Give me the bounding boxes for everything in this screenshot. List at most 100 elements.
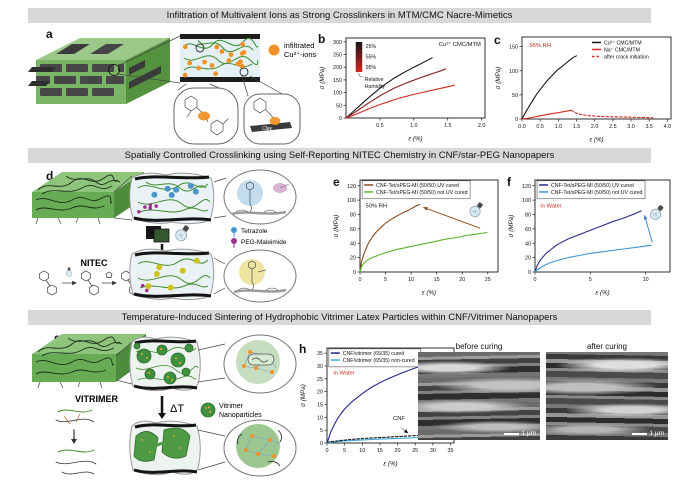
svg-text:0: 0	[528, 270, 531, 276]
svg-text:15: 15	[317, 402, 323, 408]
chart-nitec-rh: 0 5 10 15 20 25 0 20 40 60 80 100 120 ε (%) σ (MPa) CNF…	[333, 179, 499, 297]
sem-image-after-curing: 1 μm	[546, 352, 668, 440]
sintered-film-inset	[128, 419, 202, 477]
svg-text:3.0: 3.0	[627, 124, 635, 130]
uv-lightbulb-icon	[650, 205, 664, 220]
svg-text:25: 25	[317, 377, 323, 383]
svg-text:10: 10	[408, 277, 414, 283]
svg-text:35: 35	[447, 448, 453, 454]
vitrimer-title: VITRIMER	[75, 394, 119, 404]
tetrazole-peg-legend: Tetrazole PEG-Maleimide	[231, 227, 287, 248]
peg-maleimide-icon	[231, 238, 237, 244]
svg-text:4.0: 4.0	[664, 124, 672, 130]
vitrimer-particle-icon	[200, 402, 216, 418]
nitec-title: NITEC	[81, 258, 109, 268]
svg-text:95%: 95%	[366, 65, 377, 71]
svg-text:10: 10	[643, 277, 649, 283]
network-zoom-bubble-bottom	[197, 419, 297, 477]
svg-text:200: 200	[333, 65, 342, 71]
svg-text:2.5: 2.5	[609, 124, 617, 130]
tetrazole-icon	[231, 227, 237, 233]
latex-particle-inset	[128, 335, 202, 393]
uncured-nanopaper-inset	[128, 171, 216, 226]
pyrazoline-dots	[145, 257, 200, 291]
section-header-1: Infiltration of Multivalent Ions as Stro…	[28, 8, 651, 23]
svg-text:σ (MPa): σ (MPa)	[319, 67, 326, 90]
vitrimer-nanoparticle-legend: Vitrimer Nanoparticles	[200, 402, 262, 419]
svg-text:120: 120	[347, 184, 356, 190]
svg-text:50: 50	[512, 93, 518, 99]
cross-section-inset	[180, 34, 260, 82]
cnf-nanopaper-3d	[32, 172, 144, 225]
sem-before-title: before curing	[455, 342, 503, 351]
svg-text:95% RH: 95% RH	[529, 43, 551, 49]
cu-ion-icon	[268, 44, 280, 56]
svg-text:30: 30	[317, 364, 323, 370]
svg-text:in Water: in Water	[333, 371, 354, 377]
svg-text:25: 25	[412, 448, 418, 454]
svg-text:100: 100	[522, 198, 531, 204]
svg-text:0: 0	[534, 277, 537, 283]
molecular-zoom-bubbles: Clay	[173, 75, 301, 145]
scale-bar: 1 μm	[632, 430, 664, 437]
svg-text:in Water: in Water	[540, 204, 561, 210]
svg-text:100: 100	[333, 91, 342, 97]
svg-text:20: 20	[350, 256, 356, 262]
delta-t-step: ΔT	[158, 396, 184, 419]
svg-text:0: 0	[353, 270, 356, 276]
scale-bar-line	[504, 432, 520, 435]
svg-text:0: 0	[359, 277, 362, 283]
sem-after-title: after curing	[586, 342, 628, 351]
delta-t-label: ΔT	[170, 403, 184, 415]
svg-text:20: 20	[459, 277, 465, 283]
tetrazole-dots	[151, 182, 199, 198]
svg-text:0.0: 0.0	[518, 124, 526, 130]
peg-maleimide-dots	[137, 203, 158, 214]
scale-bar: 1 μm	[504, 430, 536, 437]
panel-d-schematic: NITEC	[32, 169, 297, 303]
svg-text:25%: 25%	[366, 44, 377, 50]
cured-nanopaper-inset	[128, 247, 216, 302]
sem-image-before-curing: 1 μm	[418, 352, 540, 440]
svg-text:ε (%): ε (%)	[408, 136, 422, 143]
molecular-zoom-bubble-top	[213, 169, 297, 225]
svg-text:0: 0	[515, 117, 518, 123]
svg-text:1.5: 1.5	[444, 123, 452, 129]
svg-text:σ (MPa): σ (MPa)	[300, 384, 307, 407]
svg-text:10: 10	[359, 448, 365, 454]
svg-text:Tetrazole: Tetrazole	[241, 228, 268, 235]
panel-a-schematic: infiltrated Cu²⁺-ions Clay	[28, 34, 317, 145]
svg-text:1.0: 1.0	[555, 124, 563, 130]
svg-text:0: 0	[326, 448, 329, 454]
svg-text:15: 15	[434, 277, 440, 283]
svg-text:Nanoparticles: Nanoparticles	[219, 412, 262, 419]
svg-text:5: 5	[589, 277, 592, 283]
chart-ion-comparison: 0.0 0.5 1.0 1.5 2.0 2.5 3.0 3.5 4.0 0 50 100 150 ε (%…	[495, 36, 672, 144]
svg-text:100: 100	[509, 69, 518, 75]
section-header-2: Spatially Controlled Crosslinking using …	[28, 148, 651, 163]
cu-ion-legend: infiltrated Cu²⁺-ions	[268, 41, 317, 59]
svg-text:1.0: 1.0	[410, 123, 418, 129]
nacre-brick-structure	[28, 35, 181, 104]
svg-text:after crack initiation: after crack initiation	[604, 54, 649, 60]
svg-text:0: 0	[320, 441, 323, 447]
svg-text:5: 5	[320, 428, 323, 434]
panel-label-c: c	[494, 33, 501, 47]
uv-lightbulb-icon	[469, 202, 483, 218]
residual-maleimide-dots	[140, 283, 149, 293]
svg-text:CNF/vitrimer (65/35) non-cured: CNF/vitrimer (65/35) non-cured	[343, 358, 415, 364]
svg-text:35: 35	[317, 351, 323, 357]
section-header-3: Temperature-Induced Sintering of Hydroph…	[28, 310, 651, 325]
svg-text:2.0: 2.0	[591, 124, 599, 130]
panel-label-h: h	[299, 342, 307, 356]
panel-label-e: e	[333, 175, 340, 189]
svg-text:60: 60	[350, 227, 356, 233]
uv-lightbulb-icon	[175, 225, 190, 242]
svg-text:250: 250	[333, 53, 342, 59]
svg-text:50: 50	[336, 103, 342, 109]
molecular-zoom-bubble-bottom	[213, 249, 297, 303]
panel-g-schematic: VITRIMER	[32, 334, 297, 477]
panel-label-d: d	[46, 169, 54, 183]
svg-text:300: 300	[333, 40, 342, 46]
